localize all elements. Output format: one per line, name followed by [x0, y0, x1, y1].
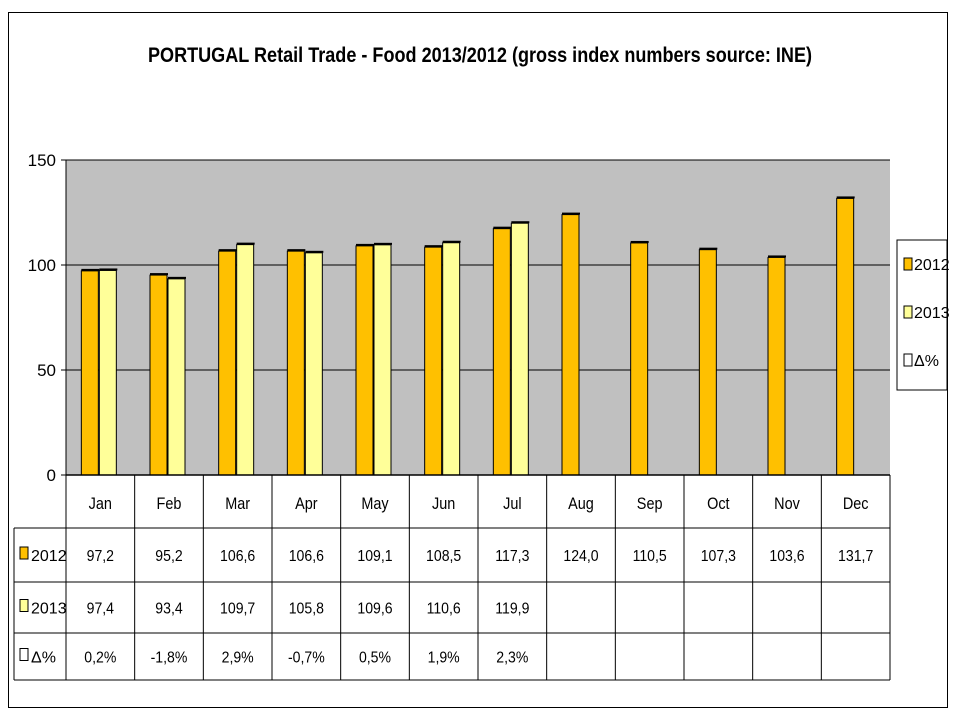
- bar-2012: [561, 214, 580, 476]
- bar-2013: [98, 269, 117, 476]
- bar-top-edge: [374, 242, 392, 245]
- table-cell: -0,7%: [288, 649, 325, 667]
- table-cell: 0,5%: [359, 649, 391, 667]
- table-cell: 106,6: [220, 547, 255, 565]
- bar-top-edge: [356, 243, 374, 246]
- legend-label: 2013: [914, 305, 950, 322]
- table-cell: 109,7: [220, 600, 255, 618]
- bar-top-edge: [562, 212, 580, 215]
- category-label: Aug: [568, 495, 594, 513]
- bar-top-edge: [836, 196, 855, 199]
- bar-2012: [286, 250, 305, 476]
- bar-2013: [167, 278, 186, 476]
- table-cell: 119,9: [495, 600, 529, 618]
- table-cell: 107,3: [701, 547, 736, 565]
- bar-top-edge: [493, 226, 512, 229]
- legend-key-Δ%: [903, 353, 913, 367]
- category-label: May: [361, 495, 388, 513]
- bar-2012: [149, 274, 168, 476]
- table-cell: 106,6: [289, 547, 324, 565]
- table-cell: 124,0: [563, 547, 598, 565]
- bar-top-edge: [442, 240, 461, 243]
- table-cell: 0,2%: [84, 649, 116, 667]
- table-cell: 109,1: [357, 547, 392, 565]
- bar-2012: [767, 256, 786, 476]
- y-tick-label: 0: [47, 466, 56, 485]
- category-label: Mar: [225, 495, 250, 513]
- category-label: Sep: [637, 495, 663, 513]
- chart-title: PORTUGAL Retail Trade - Food 2013/2012 (…: [147, 44, 813, 67]
- table-cell: 97,2: [87, 547, 114, 565]
- table-row-label: 2013: [31, 601, 67, 618]
- legend-key-2012: [903, 257, 913, 271]
- bar-2012: [630, 242, 649, 476]
- legend-label: Δ%: [914, 353, 939, 370]
- bar-2012: [836, 197, 855, 476]
- bar-top-edge: [511, 221, 530, 224]
- legend-label: 2012: [914, 257, 950, 274]
- category-label: Oct: [707, 495, 730, 513]
- bar-2012: [355, 245, 374, 476]
- plot-area: [66, 160, 890, 475]
- table-legend-key: [19, 648, 29, 661]
- table-cell: 108,5: [426, 547, 461, 565]
- table-row-label: Δ%: [31, 650, 56, 667]
- bar-top-edge: [768, 255, 786, 258]
- bar-top-edge: [81, 268, 100, 271]
- legend-key-2013: [903, 305, 913, 319]
- bar-top-edge: [305, 250, 324, 253]
- category-label: Jul: [503, 495, 521, 513]
- bar-top-edge: [99, 268, 118, 271]
- table-cell: 2,3%: [496, 649, 528, 667]
- bar-top-edge: [236, 242, 255, 245]
- table-legend-key: [19, 546, 29, 560]
- bar-2012: [492, 228, 511, 476]
- bar-2012: [80, 270, 99, 476]
- category-label: Jan: [89, 495, 112, 513]
- table-cell: 110,6: [427, 600, 461, 618]
- table-row-label: 2012: [31, 548, 67, 565]
- table-cell: 103,6: [769, 547, 804, 565]
- bar-top-edge: [630, 240, 649, 243]
- table-cell: 97,4: [87, 600, 114, 618]
- table-cell: 117,3: [495, 547, 529, 565]
- table-cell: 131,7: [838, 547, 873, 565]
- bar-2012: [218, 250, 237, 476]
- table-cell: 2,9%: [222, 649, 254, 667]
- table-cell: -1,8%: [151, 649, 188, 667]
- y-tick-label: 50: [37, 361, 56, 380]
- category-label: Jun: [432, 495, 455, 513]
- bar-2012: [424, 246, 443, 476]
- table-cell: 109,6: [357, 600, 392, 618]
- bar-2013: [236, 244, 255, 476]
- table-cell: 110,5: [633, 547, 667, 565]
- table-cell: 93,4: [155, 600, 182, 618]
- y-tick-label: 100: [28, 256, 56, 275]
- bar-top-edge: [168, 276, 186, 279]
- bar-2013: [304, 252, 323, 476]
- table-cell: 95,2: [155, 547, 182, 565]
- bar-top-edge: [699, 247, 718, 250]
- y-tick-label: 150: [28, 151, 56, 170]
- table-cell: 1,9%: [428, 649, 460, 667]
- table-legend-key: [19, 599, 29, 612]
- bar-2013: [510, 222, 529, 476]
- category-label: Feb: [157, 495, 182, 513]
- bar-top-edge: [218, 249, 237, 252]
- category-label: Nov: [774, 495, 800, 513]
- bar-top-edge: [287, 249, 306, 252]
- category-label: Apr: [295, 495, 317, 513]
- bar-top-edge: [424, 245, 443, 248]
- bar-top-edge: [150, 273, 168, 276]
- bar-2013: [442, 242, 461, 476]
- table-cell: 105,8: [289, 600, 324, 618]
- bar-2013: [373, 244, 392, 476]
- bar-2012: [698, 249, 717, 476]
- category-label: Dec: [843, 495, 869, 513]
